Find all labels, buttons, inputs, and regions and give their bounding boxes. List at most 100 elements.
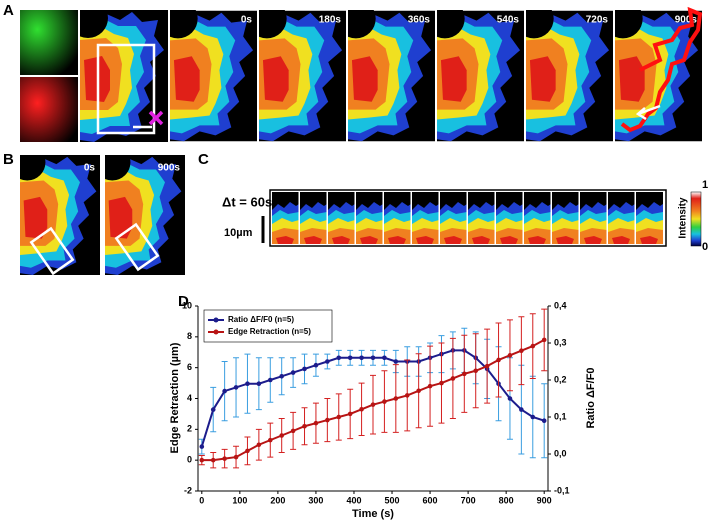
panel-letter: B — [3, 151, 14, 168]
y2-tick-label: 0,1 — [554, 411, 567, 421]
point — [233, 454, 239, 460]
time-label: 900s — [158, 163, 181, 174]
point — [541, 337, 547, 343]
strip-frame-image — [272, 192, 299, 244]
point — [210, 407, 216, 412]
point — [245, 381, 250, 387]
point — [290, 370, 296, 375]
point — [279, 374, 284, 379]
time-label: 180s — [319, 15, 342, 26]
point — [302, 423, 307, 429]
x-tick-label: 0 — [199, 495, 204, 505]
strip — [608, 192, 635, 244]
point — [519, 407, 524, 412]
x-tick-label: 100 — [232, 495, 247, 505]
x-tick-label: 400 — [346, 495, 361, 505]
colorbar-max: 1 — [702, 179, 708, 191]
point — [382, 355, 387, 361]
roi-box — [114, 222, 160, 272]
point — [245, 448, 250, 454]
point — [347, 411, 353, 417]
strip-frame-image — [384, 192, 411, 244]
x-tick-label: 600 — [423, 495, 438, 505]
strip — [468, 192, 495, 244]
strip — [524, 192, 551, 244]
strip-frame-image — [608, 192, 635, 244]
x-tick-label: 800 — [499, 495, 514, 505]
point — [530, 343, 536, 349]
strip-frame-image — [552, 192, 579, 244]
point — [496, 357, 501, 363]
point — [325, 359, 330, 364]
time-label: 360s — [408, 15, 431, 26]
point — [462, 371, 467, 377]
point — [393, 396, 399, 401]
green-channel — [20, 10, 78, 75]
colorbar-min: 0 — [702, 241, 708, 253]
strip-frame — [269, 189, 667, 247]
x-tick-label: 700 — [461, 495, 476, 505]
point — [233, 385, 239, 390]
point — [416, 388, 421, 394]
strip — [328, 192, 355, 244]
strip-frame-image — [496, 192, 523, 244]
point — [336, 414, 342, 420]
strip — [580, 192, 607, 244]
arrow — [635, 104, 661, 121]
strip — [384, 192, 411, 244]
point — [279, 433, 284, 438]
point — [393, 359, 399, 364]
point — [313, 420, 319, 426]
colorbar — [690, 191, 702, 247]
point — [199, 457, 205, 463]
strip — [300, 192, 327, 244]
scale-label: 10µm — [224, 227, 253, 239]
roi-box — [96, 43, 156, 135]
strip-frame-image — [328, 192, 355, 244]
y2-tick-label: 0,2 — [554, 374, 567, 384]
point — [507, 396, 513, 401]
point — [336, 355, 342, 361]
point — [347, 355, 353, 361]
x-tick-label: 200 — [270, 495, 285, 505]
strip-frame-image — [300, 192, 327, 244]
legend-label: Edge Retraction (n=5) — [228, 327, 311, 336]
point — [359, 355, 364, 361]
point — [450, 376, 456, 381]
legend-label: Ratio ΔF/F0 (n=5) — [228, 315, 294, 324]
point — [313, 362, 319, 368]
time-label: 900s — [675, 15, 698, 26]
point — [359, 406, 364, 412]
red-channel — [20, 77, 78, 142]
strip — [412, 192, 439, 244]
point — [427, 383, 433, 389]
point — [302, 366, 307, 372]
point — [541, 418, 547, 424]
y-axis-title: Edge Retraction (µm) — [169, 342, 181, 453]
strip-frame-image — [524, 192, 551, 244]
point — [370, 355, 376, 361]
y-tick-label: 0 — [187, 455, 192, 465]
y-tick-label: 4 — [187, 393, 192, 403]
strip-frame-image — [440, 192, 467, 244]
interval-label: Δt = 60s — [222, 194, 272, 209]
edge-outline — [620, 6, 703, 133]
point — [256, 381, 262, 387]
roi-box — [29, 226, 75, 276]
y2-tick-label: 0,3 — [554, 337, 567, 347]
x-tick-label: 300 — [308, 495, 323, 505]
y2-tick-label: -0,1 — [554, 485, 570, 495]
point — [199, 444, 205, 449]
strip-frame-image — [468, 192, 495, 244]
y2-tick-label: 0,0 — [554, 448, 567, 458]
time-label: 720s — [586, 15, 609, 26]
point — [382, 399, 387, 404]
strip-frame-image — [356, 192, 383, 244]
y2-tick-label: 0,4 — [554, 300, 567, 310]
x-tick-label: 500 — [385, 495, 400, 505]
strip — [552, 192, 579, 244]
point — [439, 380, 444, 386]
strip — [272, 192, 299, 244]
strip — [496, 192, 523, 244]
